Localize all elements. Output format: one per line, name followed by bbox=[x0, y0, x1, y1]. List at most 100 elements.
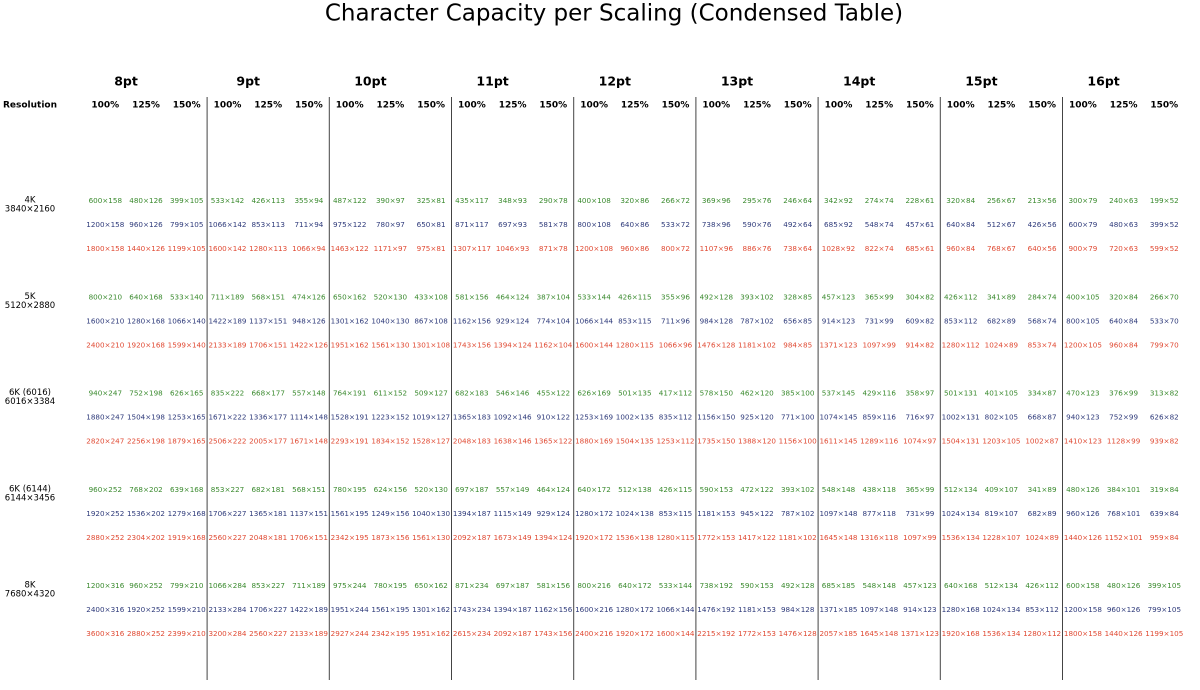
cell: 774×104 bbox=[537, 316, 571, 325]
cell: 799×105 bbox=[1148, 605, 1181, 614]
cell: 1028×92 bbox=[822, 244, 855, 253]
cell: 334×87 bbox=[1028, 389, 1057, 398]
cell: 3200×284 bbox=[208, 629, 246, 638]
cell: 716×97 bbox=[905, 413, 934, 422]
cell: 400×108 bbox=[577, 196, 611, 205]
cell: 426×113 bbox=[251, 196, 284, 205]
cell: 611×152 bbox=[374, 389, 407, 398]
cell: 697×187 bbox=[496, 581, 529, 590]
cell: 1476×128 bbox=[779, 629, 817, 638]
row-header: Resolution bbox=[3, 101, 57, 111]
cell: 640×56 bbox=[1028, 244, 1057, 253]
cell: 1394×187 bbox=[494, 605, 532, 614]
cell: 1097×99 bbox=[903, 533, 937, 542]
cell: 1645×148 bbox=[860, 629, 898, 638]
cell: 387×104 bbox=[537, 292, 571, 301]
cell: 1920×168 bbox=[942, 629, 980, 638]
cell: 1280×112 bbox=[1023, 629, 1061, 638]
cell: 1181×153 bbox=[697, 509, 735, 518]
cell: 800×72 bbox=[661, 244, 690, 253]
cell: 871×117 bbox=[455, 220, 488, 229]
dimensions: 7680×4320 bbox=[5, 590, 55, 600]
cell: 1171×97 bbox=[374, 244, 407, 253]
cell: 910×122 bbox=[537, 413, 570, 422]
cell: 462×120 bbox=[740, 389, 774, 398]
scale-header: 150% bbox=[906, 101, 934, 111]
cell: 1417×122 bbox=[738, 533, 776, 542]
cell: 384×101 bbox=[1107, 485, 1140, 494]
cell: 1066×142 bbox=[208, 220, 246, 229]
cell: 650×162 bbox=[333, 292, 366, 301]
cell: 731×99 bbox=[865, 316, 894, 325]
cell: 768×67 bbox=[987, 244, 1016, 253]
cell: 1873×156 bbox=[371, 533, 409, 542]
cell: 1162×104 bbox=[534, 340, 572, 349]
cell: 1772×153 bbox=[697, 533, 735, 542]
scale-header: 100% bbox=[702, 101, 730, 111]
cell: 1394×124 bbox=[534, 533, 572, 542]
cell: 929×124 bbox=[537, 509, 571, 518]
cell: 1307×117 bbox=[453, 244, 491, 253]
dimensions: 6144×3456 bbox=[5, 493, 55, 503]
cell: 668×177 bbox=[251, 389, 284, 398]
cell: 787×102 bbox=[781, 509, 814, 518]
cell: 1024×134 bbox=[982, 605, 1020, 614]
cell: 975×122 bbox=[333, 220, 366, 229]
cell: 438×118 bbox=[862, 485, 896, 494]
cell: 358×97 bbox=[905, 389, 934, 398]
cell: 1200×158 bbox=[86, 220, 124, 229]
cell: 568×151 bbox=[292, 485, 325, 494]
cell: 1200×108 bbox=[575, 244, 613, 253]
cell: 1002×131 bbox=[942, 413, 980, 422]
cell: 2560×227 bbox=[208, 533, 246, 542]
cell: 426×112 bbox=[944, 292, 977, 301]
cell: 492×128 bbox=[700, 292, 734, 301]
cell: 656×85 bbox=[783, 316, 812, 325]
cell: 1671×222 bbox=[208, 413, 246, 422]
cell: 512×67 bbox=[987, 220, 1016, 229]
cell: 1253×112 bbox=[656, 437, 694, 446]
cell: 2615×234 bbox=[453, 629, 491, 638]
cell: 399×52 bbox=[1150, 220, 1179, 229]
cell: 1706×227 bbox=[208, 509, 246, 518]
cell: 266×70 bbox=[1150, 292, 1179, 301]
cell: 853×227 bbox=[251, 581, 284, 590]
cell: 2927×244 bbox=[331, 629, 369, 638]
cell: 1024×138 bbox=[616, 509, 654, 518]
cell: 853×115 bbox=[659, 509, 692, 518]
cell: 1200×316 bbox=[86, 581, 124, 590]
cell: 1066×96 bbox=[659, 340, 693, 349]
cell: 1181×153 bbox=[738, 605, 776, 614]
group-header: 12pt bbox=[599, 74, 631, 89]
cell: 1561×130 bbox=[412, 533, 450, 542]
cell: 853×112 bbox=[944, 316, 977, 325]
cell: 1019×127 bbox=[412, 413, 450, 422]
cell: 787×102 bbox=[740, 316, 773, 325]
cell: 1040×130 bbox=[412, 509, 450, 518]
cell: 639×168 bbox=[170, 485, 204, 494]
cell: 697×187 bbox=[455, 485, 488, 494]
cell: 1280×168 bbox=[127, 316, 165, 325]
cell: 800×105 bbox=[1066, 316, 1099, 325]
cell: 533×70 bbox=[1150, 316, 1179, 325]
cell: 2005×177 bbox=[249, 437, 287, 446]
cell: 1097×148 bbox=[819, 509, 857, 518]
cell: 1128×99 bbox=[1107, 437, 1141, 446]
cell: 393×102 bbox=[740, 292, 773, 301]
cell: 2399×210 bbox=[168, 629, 206, 638]
cell: 401×105 bbox=[985, 389, 1018, 398]
cell: 568×74 bbox=[1028, 316, 1057, 325]
cell: 1561×195 bbox=[371, 605, 409, 614]
cell: 1365×183 bbox=[453, 413, 491, 422]
cell: 738×96 bbox=[702, 220, 731, 229]
cell: 1743×156 bbox=[534, 629, 572, 638]
cell: 399×105 bbox=[170, 196, 203, 205]
cell: 682×183 bbox=[455, 389, 488, 398]
cell: 1336×177 bbox=[249, 413, 287, 422]
cell: 548×148 bbox=[822, 485, 856, 494]
cell: 1371×123 bbox=[819, 340, 857, 349]
cell: 940×123 bbox=[1066, 413, 1099, 422]
cell: 1706×151 bbox=[249, 340, 287, 349]
cell: 799×105 bbox=[170, 220, 203, 229]
cell: 800×216 bbox=[577, 581, 611, 590]
